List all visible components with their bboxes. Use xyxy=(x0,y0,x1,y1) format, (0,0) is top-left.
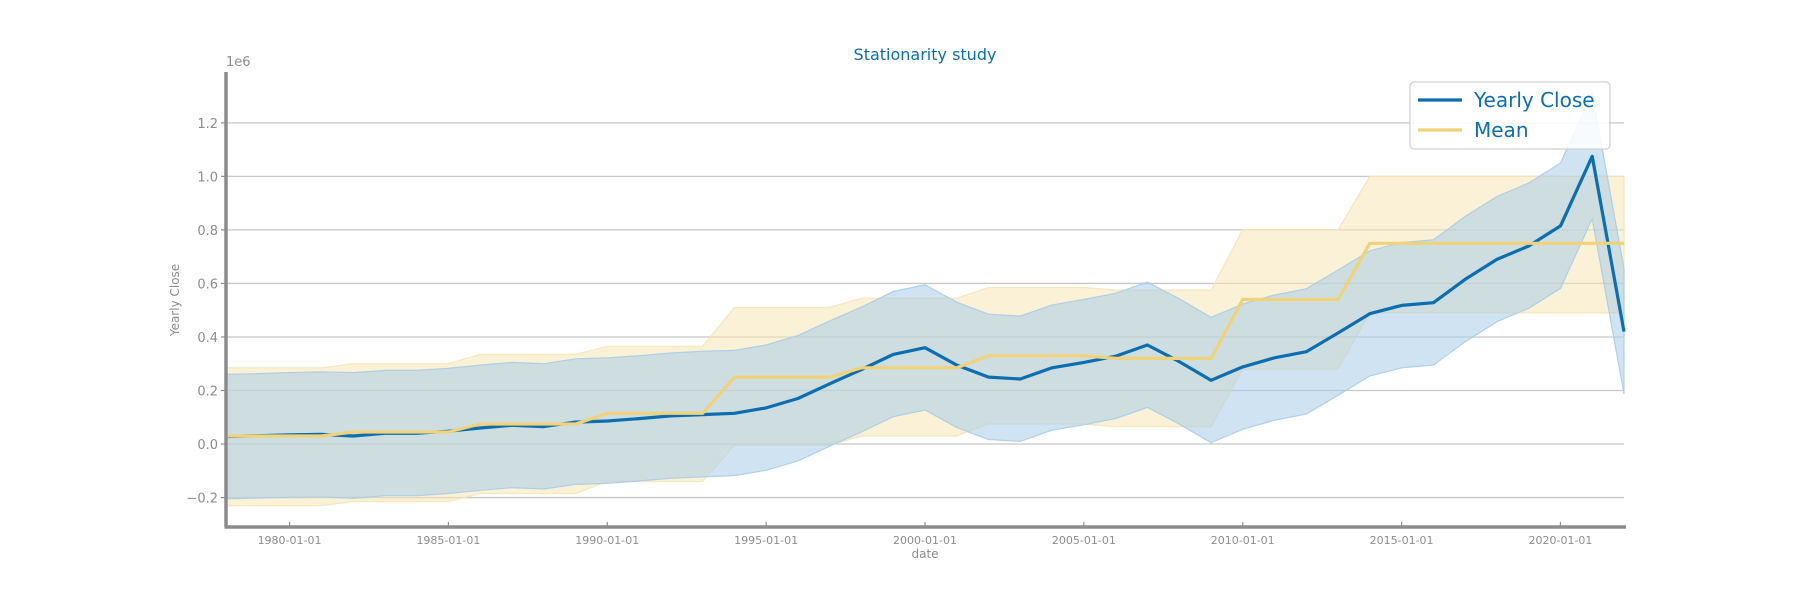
x-tick-label: 1990-01-01 xyxy=(575,534,639,547)
y-tick-label: 0.2 xyxy=(197,385,218,400)
mean-line xyxy=(226,241,1624,438)
x-tick-label: 2020-01-01 xyxy=(1528,534,1592,547)
yearly-close-band xyxy=(225,91,1625,500)
legend-label: Yearly Close xyxy=(1473,88,1595,112)
series-lines xyxy=(225,154,1626,439)
y-tick-label: 0.8 xyxy=(197,224,218,239)
x-tick-label: 1985-01-01 xyxy=(416,534,480,547)
y-tick-label: −0.2 xyxy=(186,492,218,507)
x-tick-label: 2010-01-01 xyxy=(1211,534,1275,547)
y-tick-label: 1.0 xyxy=(197,170,218,185)
y-tick-label: 0.4 xyxy=(197,331,218,346)
legend-label: Mean xyxy=(1474,118,1529,142)
x-tick-label: 1995-01-01 xyxy=(734,534,798,547)
x-tick-label: 2000-01-01 xyxy=(893,534,957,547)
y-tick-label: 0.6 xyxy=(197,277,218,292)
legend: Yearly Close Mean xyxy=(1409,81,1611,150)
x-tick-label: 1980-01-01 xyxy=(258,534,322,547)
y-tick-label: 1.2 xyxy=(197,117,218,132)
axes: −0.2 0.0 0.2 0.4 0.6 0.8 1.0 1.2 1980-01-01 1985-… xyxy=(186,72,1626,547)
x-tick-label: 2015-01-01 xyxy=(1370,534,1434,547)
y-axis-multiplier: 1e6 xyxy=(226,55,251,70)
x-tick-label: 2005-01-01 xyxy=(1052,534,1116,547)
y-axis-label: Yearly Close xyxy=(168,264,182,337)
y-tick-label: 0.0 xyxy=(197,438,218,453)
chart-title: Stationarity study xyxy=(854,45,997,64)
x-axis-label: date xyxy=(911,547,938,561)
